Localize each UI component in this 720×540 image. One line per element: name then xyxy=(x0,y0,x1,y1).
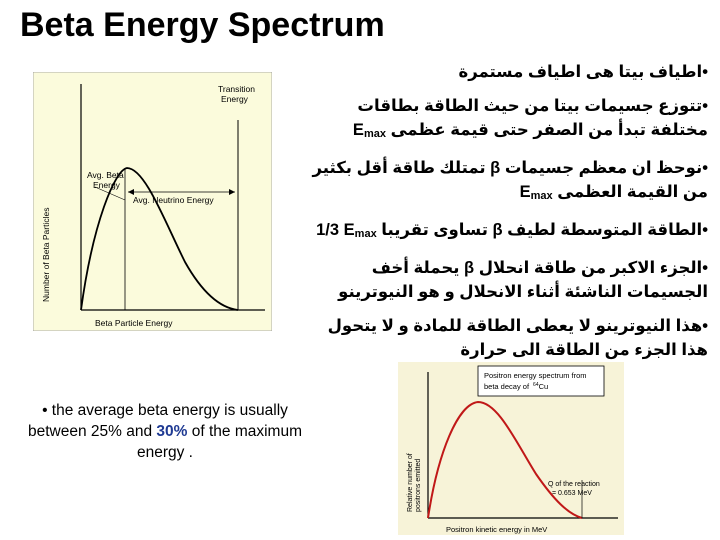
page-title: Beta Energy Spectrum xyxy=(20,6,385,44)
avg-beta-pointer xyxy=(94,186,126,201)
arrow-head-left xyxy=(128,189,134,195)
average-energy-value: 1/3 Emax xyxy=(316,221,377,240)
beta-spectrum-figure: Number of Beta Particles Beta Particle E… xyxy=(33,72,272,331)
arrow-head-right xyxy=(229,189,235,195)
highlight-percentage: 30% xyxy=(156,423,188,440)
figure-title: Positron energy spectrum from beta decay … xyxy=(484,371,587,391)
figure-background xyxy=(33,72,272,331)
spectrum-curve xyxy=(427,400,583,519)
bullet-energy-distribution: •تتوزع جسيمات بيتا من حيث الطاقة بطاقات … xyxy=(352,97,708,140)
figure-title-box xyxy=(477,365,605,397)
x-axis-label: Beta Particle Energy xyxy=(95,318,173,328)
transition-energy-label: Transition Energy xyxy=(218,84,255,104)
average-energy-note: • the average beta energy is usually bet… xyxy=(28,402,302,461)
avg-beta-energy-label: Avg. Beta Energy xyxy=(87,170,124,190)
bullet-neutrino-carries: •الجزء الاكبر من طاقة انحلال β يحملة أخف… xyxy=(338,259,708,301)
positron-spectrum-figure: Relative number of positrons emitted Pos… xyxy=(398,362,624,535)
bullet-continuous-spectra: •اطياف بيتا هى اطياف مستمرة xyxy=(458,63,708,81)
q-value-label: Q of the reaction = 0.653 MeV xyxy=(548,481,600,497)
spectrum-curve xyxy=(80,167,239,311)
emax-symbol: Emax xyxy=(352,121,386,140)
avg-neutrino-energy-label: Avg. Neutrino Energy xyxy=(133,195,214,205)
bullet-neutrino-no-heat: •هذا النيوترينو لا يعطى الطاقة للمادة و … xyxy=(327,317,708,359)
x-axis-label: Positron kinetic energy in MeV xyxy=(446,525,547,534)
emax-symbol: Emax xyxy=(519,183,553,202)
bullet-average-energy: •الطاقة المتوسطة لطيف β تساوى تقريبا 1/3… xyxy=(316,221,708,240)
arabic-bullet-list: •اطياف بيتا هى اطياف مستمرة •تتوزع جسيما… xyxy=(308,60,708,372)
y-axis-label: Number of Beta Particles xyxy=(41,208,51,302)
y-axis-label-line2: positrons emitted xyxy=(415,459,422,512)
bullet-lower-energy: •نوحظ ان معظم جسيمات β تمتلك طاقة أقل بك… xyxy=(312,159,708,202)
y-axis-label: Relative number of xyxy=(407,453,414,512)
